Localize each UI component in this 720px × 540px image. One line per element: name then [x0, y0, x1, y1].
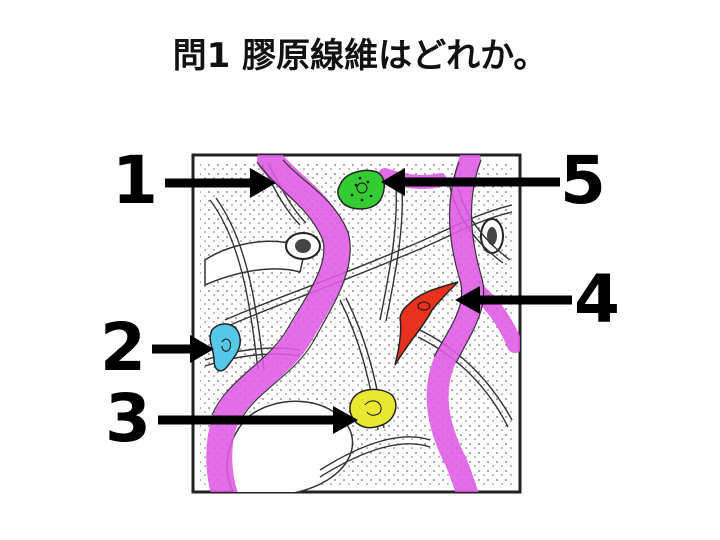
label-5: 5 [560, 142, 606, 219]
label-3: 3 [105, 380, 151, 457]
label-4: 4 [574, 261, 620, 338]
label-2: 2 [100, 309, 146, 386]
cell-4-red [394, 281, 459, 366]
label-1: 1 [112, 142, 158, 219]
cell-3-yellow [349, 388, 397, 429]
question-title: 問1 膠原線維はどれか。 [172, 36, 548, 76]
cell-5-green [337, 169, 385, 210]
cell-2-blue [209, 323, 241, 372]
upper-left-bundle [204, 240, 306, 287]
arrows [152, 168, 572, 434]
